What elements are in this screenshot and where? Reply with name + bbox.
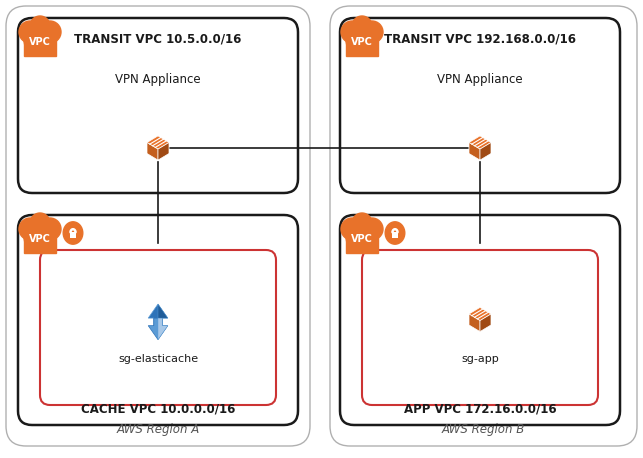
Circle shape	[24, 24, 56, 56]
Circle shape	[30, 16, 50, 36]
Text: AWS Region B: AWS Region B	[442, 423, 525, 436]
Circle shape	[30, 213, 50, 233]
Circle shape	[346, 24, 378, 56]
Circle shape	[24, 221, 56, 253]
Polygon shape	[480, 314, 491, 332]
FancyBboxPatch shape	[40, 250, 276, 405]
Polygon shape	[469, 142, 480, 160]
Bar	[70, 232, 76, 238]
Text: VPC: VPC	[29, 37, 51, 47]
FancyBboxPatch shape	[6, 6, 310, 446]
Text: VPN Appliance: VPN Appliance	[115, 73, 201, 87]
Polygon shape	[469, 314, 480, 332]
Circle shape	[346, 221, 378, 253]
Polygon shape	[147, 142, 158, 160]
Bar	[392, 232, 398, 238]
Circle shape	[352, 213, 372, 233]
Circle shape	[341, 21, 363, 43]
Ellipse shape	[63, 222, 83, 244]
Polygon shape	[148, 304, 168, 326]
Bar	[346, 237, 378, 253]
Circle shape	[39, 218, 61, 240]
Text: APP VPC 172.16.0.0/16: APP VPC 172.16.0.0/16	[404, 402, 556, 415]
Circle shape	[341, 218, 363, 240]
Text: VPC: VPC	[29, 234, 51, 244]
Text: sg-app: sg-app	[461, 354, 499, 365]
Polygon shape	[148, 318, 168, 340]
FancyBboxPatch shape	[340, 18, 620, 193]
Polygon shape	[469, 136, 491, 149]
Circle shape	[361, 218, 383, 240]
Bar	[24, 40, 56, 56]
Bar	[24, 237, 56, 253]
Bar	[346, 40, 378, 56]
Text: CACHE VPC 10.0.0.0/16: CACHE VPC 10.0.0.0/16	[81, 402, 235, 415]
FancyBboxPatch shape	[340, 215, 620, 425]
FancyBboxPatch shape	[18, 215, 298, 425]
Polygon shape	[480, 142, 491, 160]
Text: AWS Region A: AWS Region A	[116, 423, 199, 436]
Circle shape	[19, 21, 41, 43]
Text: VPC: VPC	[351, 234, 373, 244]
Text: TRANSIT VPC 10.5.0.0/16: TRANSIT VPC 10.5.0.0/16	[75, 32, 242, 45]
Polygon shape	[469, 307, 491, 321]
Polygon shape	[158, 318, 168, 340]
FancyBboxPatch shape	[362, 250, 598, 405]
Text: VPC: VPC	[351, 37, 373, 47]
Polygon shape	[158, 304, 168, 326]
Circle shape	[19, 218, 41, 240]
Circle shape	[39, 21, 61, 43]
Polygon shape	[158, 142, 169, 160]
Polygon shape	[147, 136, 169, 149]
Circle shape	[361, 21, 383, 43]
Text: TRANSIT VPC 192.168.0.0/16: TRANSIT VPC 192.168.0.0/16	[384, 32, 576, 45]
FancyBboxPatch shape	[330, 6, 637, 446]
Ellipse shape	[385, 222, 405, 244]
Text: VPN Appliance: VPN Appliance	[437, 73, 523, 87]
FancyBboxPatch shape	[18, 18, 298, 193]
Text: sg-elasticache: sg-elasticache	[118, 354, 198, 365]
Circle shape	[352, 16, 372, 36]
